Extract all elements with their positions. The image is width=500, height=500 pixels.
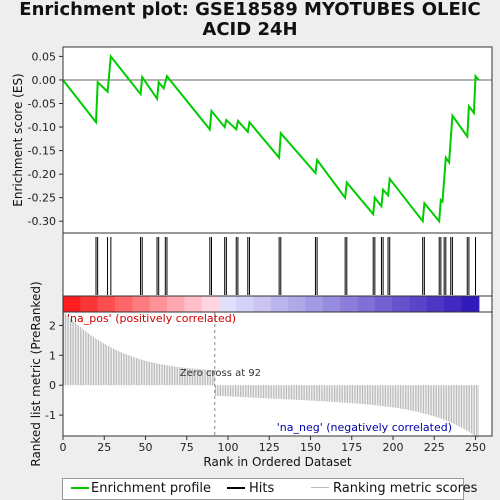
es-y-tick-label: -0.15 (28, 145, 56, 158)
x-axis-label: Rank in Ordered Dataset (203, 455, 351, 469)
heat-cell (444, 296, 463, 312)
x-tick-label: 250 (465, 441, 486, 454)
metric-y-tick-label: -1 (45, 409, 56, 422)
heat-cell (236, 296, 255, 312)
es-y-tick-label: -0.05 (28, 98, 56, 111)
enrichment-profile-line (62, 53, 480, 224)
legend-swatch-enrichment (71, 487, 89, 489)
heat-cell (305, 296, 324, 312)
heat-cell (392, 296, 411, 312)
x-tick-label: 200 (383, 441, 404, 454)
heat-cell (97, 296, 116, 312)
x-tick-label: 50 (139, 441, 153, 454)
heat-cell (218, 296, 237, 312)
chart-title-line-1: Enrichment plot: GSE18589 MYOTUBES OLEIC (19, 0, 481, 20)
es-y-tick-label: -0.25 (28, 192, 56, 205)
x-tick-label: 225 (424, 441, 445, 454)
x-tick-label: 100 (218, 441, 239, 454)
heat-cell (340, 296, 359, 312)
heat-cell (253, 296, 272, 312)
es-y-tick-label: 0.05 (32, 50, 57, 63)
metric-y-tick-label: 2 (49, 319, 56, 332)
metric-panel-frame (62, 311, 493, 437)
hits-panel (62, 232, 493, 297)
heat-cell (132, 296, 151, 312)
metric-y-axis-label: Ranked list metric (PreRanked) (29, 281, 43, 466)
es-y-axis-label: Enrichment score (ES) (11, 73, 25, 206)
x-tick-label: 0 (60, 441, 67, 454)
es-y-tick-label: -0.20 (28, 168, 56, 181)
heat-cell (322, 296, 341, 312)
x-tick-label: 175 (341, 441, 362, 454)
ranking-metric-panel: 'na_pos' (positively correlated) 'na_neg'… (62, 311, 493, 438)
legend-swatch-hits (227, 487, 245, 489)
chart-title: Enrichment plot: GSE18589 MYOTUBES OLEIC… (0, 0, 500, 40)
pos-correlated-label: 'na_pos' (positively correlated) (67, 312, 236, 325)
legend-label-hits: Hits (249, 481, 275, 496)
axes-labels: 0.05 0.00 -0.05 -0.10 -0.15 -0.20 -0.25 -0.30 2 1… (11, 50, 486, 469)
heat-cell (357, 296, 376, 312)
legend: Enrichment profile Hits Ranking metric s… (62, 478, 477, 500)
x-tick-label: 75 (180, 441, 194, 454)
heat-cell (374, 296, 393, 312)
legend-label-metric: Ranking metric scores (333, 481, 478, 496)
x-tick-label: 150 (300, 441, 321, 454)
heat-cell (270, 296, 289, 312)
x-tick-label: 125 (259, 441, 280, 454)
heat-cell (288, 296, 307, 312)
heat-cell (409, 296, 428, 312)
legend-swatch-metric (311, 487, 329, 488)
heat-cell (184, 296, 203, 312)
metric-y-tick-label: 0 (49, 379, 56, 392)
legend-label-enrichment: Enrichment profile (91, 481, 211, 496)
heat-cell (166, 296, 185, 312)
enrichment-score-panel (62, 46, 493, 436)
heat-cell (426, 296, 445, 312)
plot-background (63, 47, 492, 436)
heat-cell (114, 296, 133, 312)
chart-title-line-2: ACID 24H (202, 19, 298, 40)
es-y-tick-label: 0.00 (32, 74, 57, 87)
heat-cell (149, 296, 168, 312)
heat-cell (201, 296, 220, 312)
heat-cell (461, 296, 480, 312)
es-y-tick-label: -0.30 (28, 215, 56, 228)
zero-cross-label: Zero cross at 92 (180, 368, 261, 379)
x-tick-label: 25 (97, 441, 111, 454)
heat-cell (63, 296, 81, 312)
heat-cell (80, 296, 99, 312)
metric-y-tick-label: 1 (49, 349, 56, 362)
rank-heatmap-panel (62, 295, 493, 313)
es-y-tick-label: -0.10 (28, 121, 56, 134)
neg-correlated-label: 'na_neg' (negatively correlated) (277, 421, 452, 434)
